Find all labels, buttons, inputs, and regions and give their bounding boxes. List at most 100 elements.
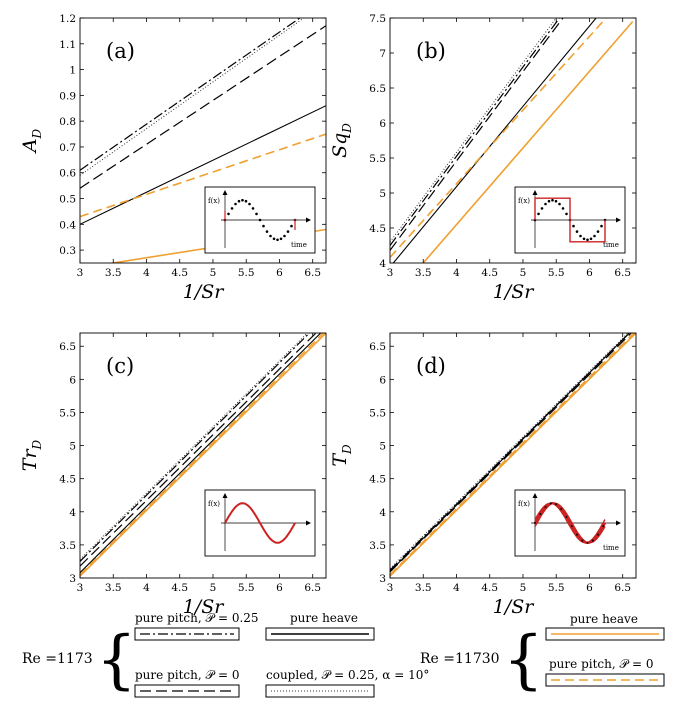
- x-axis-label: 1/Sr: [183, 596, 226, 618]
- x-tick-label: 4: [453, 267, 460, 279]
- inset-dot: [272, 237, 276, 241]
- inset-waveform: f(x) time: [514, 489, 626, 557]
- inset-waveform: f(x) time: [514, 186, 626, 254]
- inset-dot: [589, 237, 593, 241]
- y-tick-label: 3.5: [59, 540, 76, 552]
- chart-panels: 3 3.5 4 4.5 5 5.5 6 6.5 0.3 0.4 0.5 0.6 0.7 0.8 0.9 1 1.…: [19, 13, 637, 618]
- y-tick-label: 6: [69, 374, 76, 386]
- chart-panel-3: 3 3.5 4 4.5 5 5.5 6 6.5 3 3.5 4 4.5 5 5.5 6 6.5 1/Sr TrD (…: [19, 332, 327, 618]
- inset-dot: [597, 533, 599, 536]
- y-tick-label: 0.8: [59, 116, 76, 128]
- y-axis-label: AD: [19, 128, 44, 154]
- inset-dot: [534, 522, 536, 524]
- series-line-heave-11730: [80, 333, 326, 577]
- inset-waveform: f(x) time: [204, 186, 316, 254]
- y-tick-label: 3: [69, 573, 76, 585]
- y-tick-label: 6.5: [59, 341, 76, 353]
- inset-dot: [581, 539, 584, 542]
- inset-arrow-up: [532, 493, 538, 498]
- series-line-heave-1173: [390, 333, 630, 572]
- y-tick-label: 4.5: [369, 223, 386, 235]
- y-tick-label: 7.5: [369, 13, 386, 25]
- inset-dot: [276, 238, 279, 242]
- y-tick-label: 4: [379, 258, 386, 270]
- inset-dot: [602, 525, 605, 528]
- x-tick-label: 3.5: [415, 267, 432, 279]
- y-tick-label: 4.5: [369, 474, 386, 486]
- y-tick-label: 5.5: [59, 407, 76, 419]
- chart-panel-1: 3 3.5 4 4.5 5 5.5 6 6.5 0.3 0.4 0.5 0.6 0.7 0.8 0.9 1 1.…: [19, 13, 327, 303]
- inset-dot: [286, 230, 290, 233]
- inset-dot: [554, 199, 558, 203]
- inset-arrow-up: [532, 190, 538, 195]
- y-tick-label: 5.5: [369, 407, 386, 419]
- inset-dot: [549, 502, 552, 505]
- series-line-pitch-0-11730: [80, 133, 326, 218]
- x-tick-label: 3: [387, 267, 394, 279]
- y-tick-label: 3: [379, 573, 386, 585]
- series-line-heave-11730: [422, 20, 634, 263]
- legend-label-pitch-0: pure pitch, 𝒫 = 0: [135, 668, 239, 682]
- x-tick-label: 5.5: [548, 582, 565, 594]
- y-tick-label: 0.9: [59, 90, 76, 102]
- inset-dot: [269, 234, 272, 238]
- x-axis-label: 1/Sr: [493, 596, 536, 618]
- panel-tag: (b): [416, 39, 446, 63]
- legend-label-heave-1173: pure heave: [290, 611, 358, 625]
- inset-dot: [283, 234, 286, 238]
- panel-tag: (d): [416, 354, 446, 378]
- inset-dot: [279, 237, 283, 241]
- inset-dot: [544, 506, 547, 508]
- inset-time-label: time: [603, 241, 619, 249]
- inset-dot: [560, 508, 563, 510]
- legend-box-heave-11730: [545, 627, 665, 641]
- inset-dot: [540, 207, 544, 210]
- series-line-heave-1173: [80, 105, 326, 225]
- inset-dot: [241, 198, 244, 202]
- x-tick-label: 4: [143, 267, 150, 279]
- inset-waveform: f(x): [204, 489, 316, 557]
- inset-dot: [537, 212, 540, 216]
- series-line-pitch-0-11730: [390, 18, 607, 258]
- x-tick-label: 6.5: [304, 267, 321, 279]
- legend-label-coupled: coupled, 𝒫 = 0.25, α = 10°: [266, 668, 429, 682]
- inset-arrow-right: [306, 520, 311, 526]
- x-tick-label: 6: [276, 267, 283, 279]
- series-line-pitch-0-11730: [80, 333, 324, 576]
- inset-dot: [591, 539, 594, 542]
- x-tick-label: 4: [453, 582, 460, 594]
- inset-dot: [586, 541, 589, 544]
- inset-dot: [227, 212, 230, 216]
- y-tick-label: 5: [379, 188, 386, 200]
- y-tick-label: 7: [379, 48, 386, 60]
- x-tick-label: 3: [77, 267, 84, 279]
- inset-sine: [224, 502, 296, 544]
- y-tick-label: 3.5: [369, 540, 386, 552]
- x-tick-label: 6: [586, 582, 593, 594]
- y-tick-label: 0.7: [59, 142, 76, 154]
- plot-frame: [389, 17, 637, 264]
- y-tick-label: 6: [379, 374, 386, 386]
- y-tick-label: 6.5: [369, 83, 386, 95]
- y-tick-label: 4: [69, 507, 76, 519]
- x-tick-label: 6.5: [614, 267, 631, 279]
- inset-square-wave: [534, 197, 606, 243]
- x-tick-label: 6: [586, 267, 593, 279]
- inset-arrow-right: [616, 520, 621, 526]
- inset-dot: [290, 224, 293, 228]
- inset-f-label: f(x): [518, 197, 530, 205]
- y-tick-label: 1.2: [59, 13, 76, 25]
- x-tick-label: 6.5: [304, 582, 321, 594]
- chart-panel-2: 3 3.5 4 4.5 5 5.5 6 6.5 4 4.5 5 5.5 6 6.5 7 7.5 1/Sr SqD (…: [329, 13, 637, 303]
- inset-dot: [258, 218, 262, 222]
- inset-dot: [600, 224, 603, 228]
- x-tick-label: 5.5: [548, 267, 565, 279]
- y-tick-label: 4: [379, 507, 386, 519]
- legend-re-1173: Re =1173: [22, 651, 93, 667]
- inset-f-label: f(x): [208, 500, 220, 508]
- inset-arrow-right: [306, 217, 311, 223]
- inset-dot: [565, 515, 568, 518]
- x-tick-label: 5: [210, 582, 217, 594]
- panel-tag: (c): [106, 354, 134, 378]
